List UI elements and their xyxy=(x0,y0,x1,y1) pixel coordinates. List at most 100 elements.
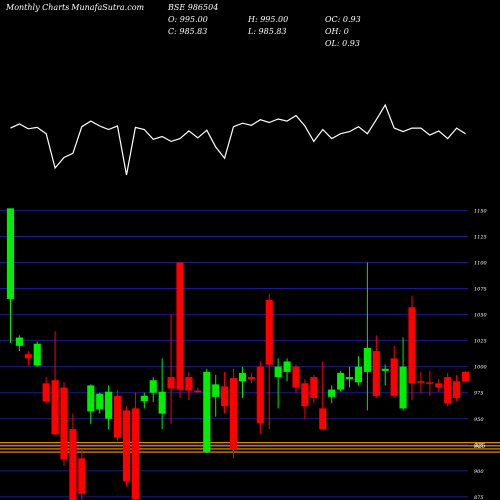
candle xyxy=(238,366,247,398)
candle xyxy=(122,406,131,487)
candle-body xyxy=(461,371,470,382)
candle-body xyxy=(33,343,41,366)
candle xyxy=(203,368,211,454)
candle-body xyxy=(105,391,113,419)
candle xyxy=(310,375,318,404)
candle-body xyxy=(310,377,318,398)
candle-body xyxy=(337,372,345,390)
candle xyxy=(453,375,461,402)
candle xyxy=(328,385,336,404)
candle xyxy=(113,389,122,441)
candle-body xyxy=(301,383,309,407)
candle-body xyxy=(221,386,229,407)
candle-body xyxy=(113,395,122,438)
y-tick-label: 1075 xyxy=(474,287,487,293)
candle xyxy=(435,379,443,392)
candle xyxy=(185,371,193,400)
candle-body xyxy=(372,351,380,396)
candle xyxy=(167,314,175,424)
y-tick-label: 1000 xyxy=(474,365,488,371)
candle-body xyxy=(122,410,131,482)
close-value: C: 985.83 xyxy=(168,27,208,36)
y-tick-label: 1150 xyxy=(474,208,488,214)
candle xyxy=(229,368,238,459)
candle xyxy=(6,208,15,343)
candle xyxy=(51,331,59,435)
symbol-label: BSE 986504 xyxy=(168,3,219,12)
candle-body xyxy=(265,300,273,365)
candle-body xyxy=(283,361,291,372)
candle xyxy=(15,335,23,352)
candle-body xyxy=(256,366,264,423)
candle-body xyxy=(417,381,425,383)
candle-body xyxy=(51,380,59,435)
candle xyxy=(363,262,371,411)
y-tick-label: 900 xyxy=(474,469,484,475)
candle-body xyxy=(435,383,443,388)
candle xyxy=(283,358,291,382)
candle-body xyxy=(24,354,32,359)
candle xyxy=(42,377,50,404)
candle-body xyxy=(354,366,363,383)
candle xyxy=(131,392,139,500)
candle xyxy=(461,370,470,383)
candle-body xyxy=(444,377,452,404)
candle xyxy=(194,387,202,393)
candle xyxy=(96,392,104,414)
y-tick-label: 975 xyxy=(474,391,484,397)
candle xyxy=(390,345,398,398)
candle xyxy=(265,293,273,430)
candle xyxy=(372,335,380,398)
candle xyxy=(354,356,363,386)
candle-body xyxy=(69,429,77,500)
candle-body xyxy=(158,391,166,414)
y-tick-label: 1025 xyxy=(474,339,487,345)
candle xyxy=(176,262,184,398)
candle-body xyxy=(203,371,211,453)
candle-body xyxy=(96,393,104,410)
chart-period-label: Monthly Charts xyxy=(6,3,70,12)
candle xyxy=(408,295,416,400)
candle-body xyxy=(15,337,23,346)
candle xyxy=(292,364,300,393)
candle xyxy=(87,384,95,424)
y-tick-label: 925 xyxy=(474,443,484,449)
candle-body xyxy=(176,262,184,390)
candle xyxy=(381,364,389,386)
candle xyxy=(345,366,354,388)
candle xyxy=(33,341,41,367)
open-value: O: 995.00 xyxy=(168,15,208,24)
candle-body xyxy=(149,380,157,393)
candle-body xyxy=(408,307,416,384)
candle-body xyxy=(399,366,407,409)
candle-body xyxy=(390,358,398,396)
candle-body xyxy=(194,390,202,393)
high-value: H: 995.00 xyxy=(248,15,289,24)
candle-body xyxy=(319,408,327,430)
candle-body xyxy=(140,395,148,402)
y-tick-label: 1125 xyxy=(474,234,487,240)
y-tick-label: 875 xyxy=(474,495,484,500)
oc-value: OC: 0.93 xyxy=(325,15,361,24)
candle-body xyxy=(381,368,389,371)
candle-body xyxy=(60,387,68,460)
candle xyxy=(60,382,68,466)
candle xyxy=(247,372,255,384)
candle xyxy=(417,371,425,393)
candle-body xyxy=(185,377,193,391)
indicator-line xyxy=(10,103,466,176)
candle xyxy=(158,358,166,430)
candle-body xyxy=(42,383,50,402)
candle-body xyxy=(167,377,175,389)
oh-value: OH: 0 xyxy=(325,27,349,36)
candle-body xyxy=(229,378,238,450)
candle xyxy=(105,385,113,430)
candle-body xyxy=(247,377,255,380)
y-tick-label: 1100 xyxy=(474,261,488,267)
candle xyxy=(444,372,452,407)
candle xyxy=(140,392,148,409)
y-tick-label: 1050 xyxy=(474,313,488,319)
candle-body xyxy=(87,385,95,412)
candle xyxy=(24,351,32,366)
